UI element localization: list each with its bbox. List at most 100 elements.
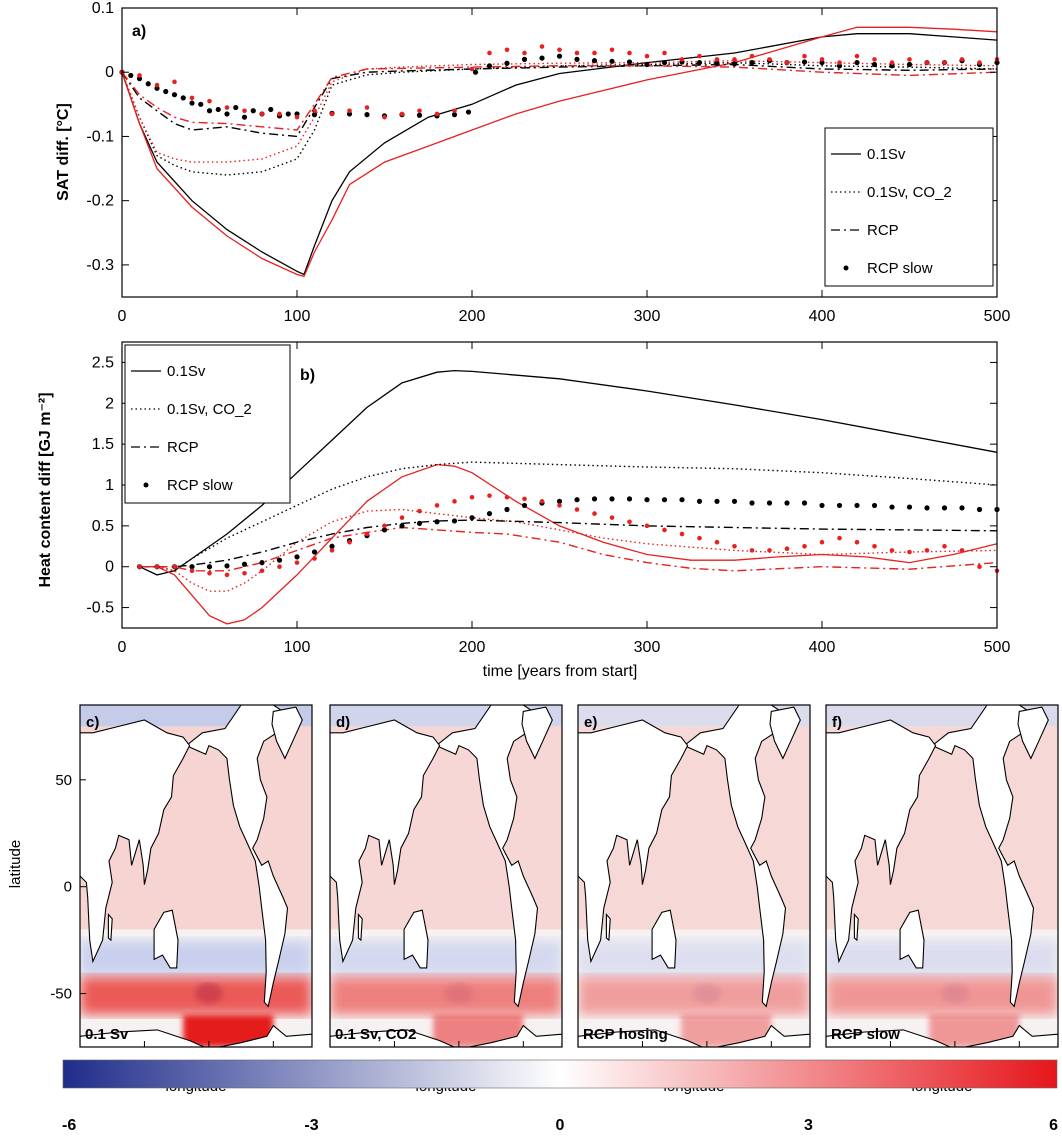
series-point — [504, 506, 510, 513]
panel-b-heat-content: b) Heat content diff [GJ m⁻²] time [year… — [37, 341, 1011, 680]
series-point — [556, 498, 563, 504]
panel-b-ylabel: Heat content diff [GJ m⁻²] — [37, 392, 54, 587]
map-panel: f)RCP slow0100200300longitude — [822, 704, 1059, 1095]
map-land — [899, 909, 925, 969]
series-point — [198, 101, 204, 107]
series-point — [434, 503, 440, 508]
series-point — [784, 500, 790, 506]
map-land — [605, 913, 611, 942]
panel-a-ylabel: SAT diff. [°C] — [55, 103, 72, 201]
series-point — [346, 111, 353, 117]
map-land — [826, 719, 937, 964]
map-land — [853, 913, 859, 942]
legend-label: 0.1Sv — [867, 146, 906, 163]
x-tick-label: 500 — [984, 639, 1011, 656]
series-line — [121, 33, 998, 276]
panel-a-ticks: 0 100 200 300 400 500 -0.3 -0.2 -0.1 0 0.1 — [86, 0, 1010, 325]
series-point — [889, 60, 895, 65]
series-point — [696, 59, 703, 66]
series-point — [399, 111, 405, 117]
series-point — [574, 50, 580, 56]
series-point — [259, 560, 265, 566]
series-point — [819, 59, 825, 66]
map-frame — [577, 704, 811, 1048]
y-tick-label: 1.5 — [92, 436, 114, 453]
series-point — [731, 61, 738, 67]
series-point — [163, 88, 169, 95]
series-point — [784, 546, 790, 552]
series-point — [679, 497, 685, 503]
series-point — [627, 519, 632, 525]
series-point — [697, 535, 702, 541]
series-point — [128, 72, 134, 79]
series-point — [941, 505, 948, 511]
series-point — [539, 55, 545, 61]
map-land — [578, 719, 689, 964]
y-tick-label: -0.5 — [86, 600, 114, 617]
series-line — [139, 519, 998, 568]
series-point — [749, 59, 755, 66]
map-land — [578, 1024, 810, 1047]
series-point — [259, 568, 265, 574]
map-land — [107, 913, 113, 942]
series-point — [889, 63, 895, 69]
series-point — [452, 108, 457, 114]
series-point — [504, 494, 510, 500]
series-point — [465, 109, 472, 115]
series-point — [626, 496, 633, 502]
series-point — [889, 504, 895, 510]
series-point — [294, 554, 300, 560]
y-tick-label: 2 — [105, 395, 114, 412]
panel-a-plot-area — [119, 26, 1000, 278]
series-point — [802, 543, 807, 549]
series-point — [486, 63, 493, 69]
series-point — [521, 56, 528, 62]
series-point — [469, 494, 475, 500]
series-point — [399, 515, 405, 520]
y-tick-label: 0 — [105, 64, 114, 81]
series-point — [626, 59, 633, 65]
series-point — [696, 498, 703, 504]
series-point — [311, 112, 318, 118]
series-point — [268, 106, 274, 113]
series-point — [242, 108, 247, 114]
series-point — [609, 47, 615, 53]
series-point — [749, 548, 755, 553]
series-point — [504, 60, 510, 66]
series-point — [487, 493, 492, 498]
series-point — [679, 57, 685, 62]
series-point — [714, 498, 720, 504]
series-point — [382, 523, 387, 529]
series-point — [924, 548, 930, 553]
x-tick-label: 400 — [809, 639, 836, 656]
panel-b-label: b) — [300, 367, 315, 384]
series-point — [801, 500, 808, 506]
y-tick-label: -0.1 — [86, 128, 114, 145]
series-point — [154, 564, 160, 570]
map-land — [185, 705, 291, 1008]
series-point — [189, 95, 195, 101]
map-field — [826, 705, 1058, 1047]
series-point — [399, 523, 405, 529]
series-point — [417, 108, 422, 114]
y-tick-label: 0.1 — [92, 0, 114, 17]
map-panel-title: 0.1 Sv, CO2 — [335, 1026, 416, 1043]
series-point — [364, 112, 370, 118]
map-land — [683, 705, 789, 1008]
colorbar: -6 -3 0 3 6 — [62, 1059, 1058, 1134]
series-point — [872, 543, 877, 549]
colorbar-tick-label: 3 — [804, 1117, 813, 1134]
series-point — [942, 543, 947, 549]
series-point — [627, 50, 632, 56]
series-point — [329, 548, 335, 553]
series-point — [224, 111, 230, 117]
series-point — [434, 519, 440, 525]
map-field — [578, 705, 810, 1047]
series-point — [907, 549, 912, 555]
series-point — [802, 53, 807, 59]
series-line — [121, 26, 998, 278]
map-field-south-red — [578, 976, 810, 1015]
series-point — [154, 82, 160, 88]
map-field-south-red — [826, 976, 1058, 1015]
map-panel-label: d) — [336, 714, 350, 731]
